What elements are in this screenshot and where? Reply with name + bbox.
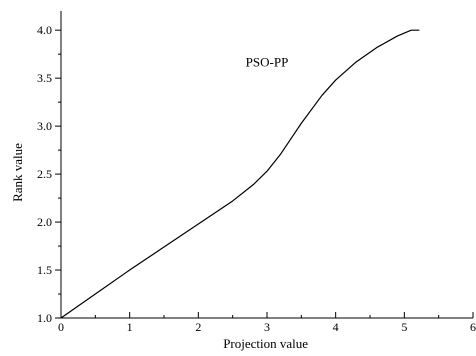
x-tick-label: 3 [264,320,270,334]
y-tick-label: 1.5 [37,263,52,277]
x-tick-label: 6 [470,320,476,334]
annotation-label: PSO-PP [246,55,289,70]
series-group [60,29,420,319]
x-tick-label: 2 [195,320,201,334]
y-tick-label: 1.0 [37,311,52,325]
x-tick-label: 1 [127,320,133,334]
y-tick-label: 3.5 [37,71,52,85]
x-tick-label: 4 [333,320,339,334]
y-tick-label: 3.0 [37,119,52,133]
y-ticks: 1.0 1.5 2.0 2.5 3.0 3.5 4.0 [37,23,61,325]
x-tick-label: 5 [401,320,407,334]
y-tick-label: 2.5 [37,167,52,181]
x-ticks: 0 1 2 3 4 5 6 [58,312,476,334]
y-tick-label: 2.0 [37,215,52,229]
series-line [60,29,420,319]
x-tick-label: 0 [58,320,64,334]
y-axis-title: Rank value [10,143,25,202]
x-axis-title: Projection value [223,336,308,351]
y-tick-label: 4.0 [37,23,52,37]
